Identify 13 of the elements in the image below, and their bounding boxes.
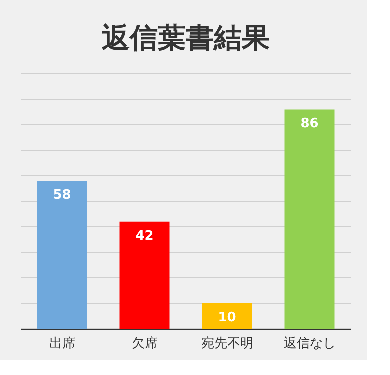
bar [37, 181, 88, 329]
data-label: 42 [136, 228, 154, 244]
x-tick-label: 欠席 [132, 336, 158, 352]
bar [120, 222, 170, 329]
x-tick-label: 宛先不明 [201, 336, 254, 352]
data-label: 58 [53, 188, 72, 204]
data-label: 10 [218, 310, 236, 326]
bar [284, 110, 335, 329]
data-label: 86 [300, 116, 319, 132]
x-tick-label: 出席 [49, 336, 76, 352]
bar [202, 304, 252, 329]
chart-title: 返信葉書結果 [102, 22, 270, 54]
x-tick-label: 返信なし [284, 336, 336, 352]
